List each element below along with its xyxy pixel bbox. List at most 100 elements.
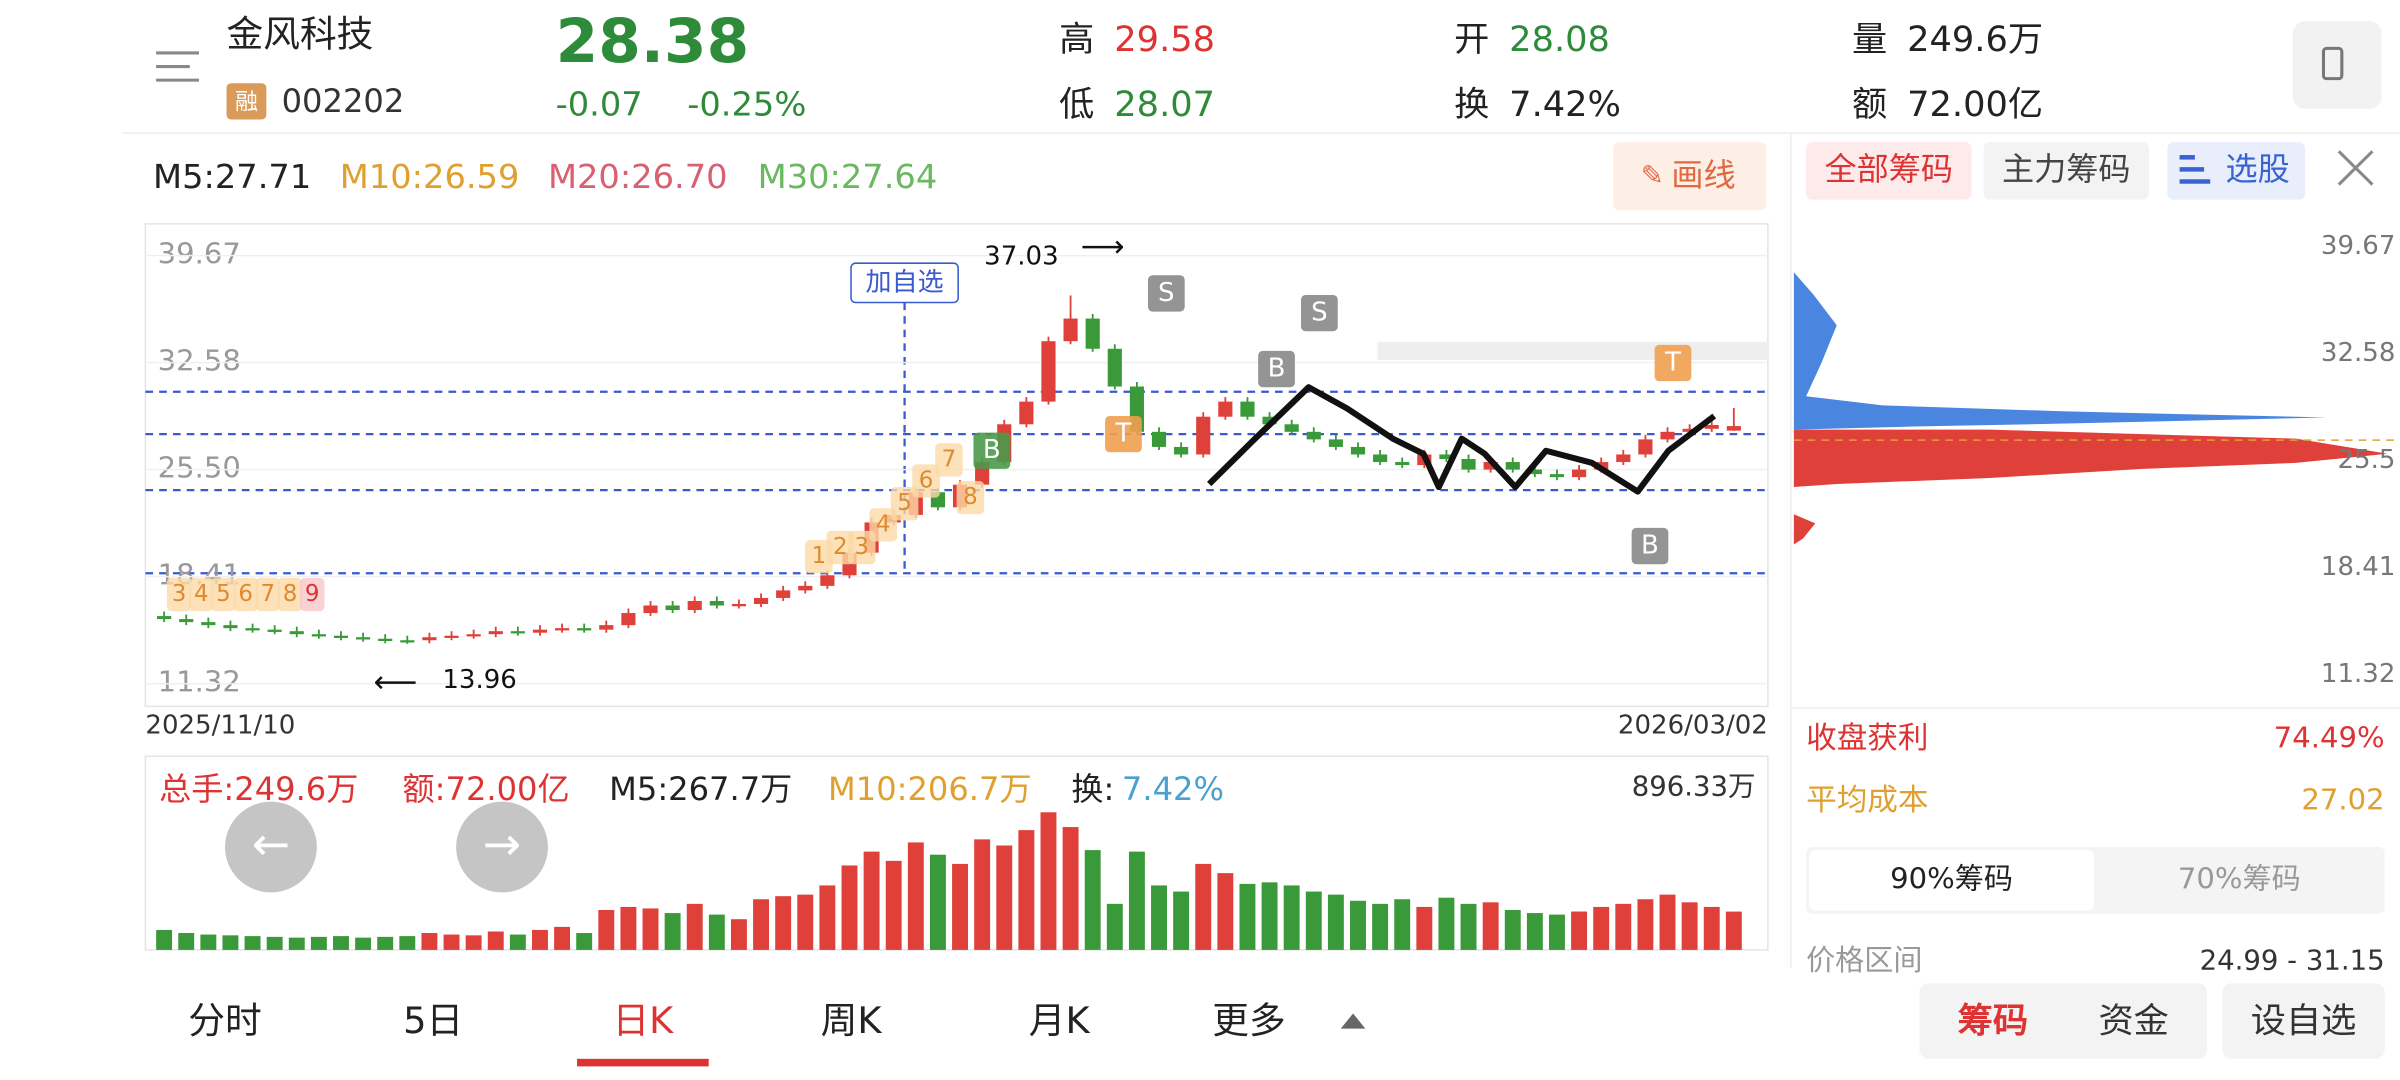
candle-body: [1063, 318, 1078, 342]
candle-body: [245, 628, 260, 631]
candle-body: [665, 605, 680, 611]
hand-drawn-line: [1207, 384, 1717, 495]
volume-bar: [1394, 899, 1411, 950]
candle-body: [289, 631, 304, 635]
candle-body: [1174, 446, 1189, 455]
stock-name: 金风科技: [227, 13, 374, 56]
volume-bar: [1106, 903, 1123, 950]
volume-amount: 额:72.00亿: [403, 770, 570, 808]
label: 开: [1454, 20, 1489, 60]
seq-bg: [826, 530, 855, 565]
volume-bar: [1283, 885, 1300, 950]
candle-body: [378, 638, 393, 641]
stat-label: 价格区间: [1806, 943, 1922, 977]
seq-label: 3: [854, 534, 869, 560]
switch-label: 90%筹码: [1890, 861, 2013, 895]
date-end: 2026/03/02: [1618, 711, 1768, 741]
tab[interactable]: 5日: [403, 999, 463, 1042]
candle-body: [1704, 425, 1719, 429]
chip-tab[interactable]: [2167, 142, 2306, 200]
seq-label: 2: [833, 534, 848, 560]
volume-bar: [576, 933, 593, 950]
volume-bar: [1615, 903, 1632, 950]
candle-body: [1107, 348, 1122, 387]
tab[interactable]: 周K: [821, 999, 883, 1042]
seq-bg: [255, 577, 281, 612]
candle-body: [532, 629, 548, 633]
tab-active[interactable]: 日K: [612, 999, 674, 1042]
volume-bar: [620, 906, 637, 950]
menu-icon[interactable]: [156, 51, 199, 82]
watch-label: 加自选: [866, 267, 944, 297]
candle-body: [621, 613, 636, 626]
draw-label: 画线: [1671, 156, 1735, 194]
bottom-button[interactable]: 筹码: [1958, 1002, 2028, 1042]
candle-body: [1019, 401, 1034, 425]
value: 28.07: [1114, 85, 1215, 125]
signal-bg: [1301, 294, 1338, 332]
tab[interactable]: 月K: [1029, 999, 1091, 1042]
seq-bg: [890, 487, 919, 521]
volume-bar: [509, 934, 526, 950]
chip-tab[interactable]: [1983, 142, 2149, 200]
seq-bg: [277, 577, 303, 612]
signal-bg: [1105, 415, 1142, 453]
volume-plot: [156, 812, 1742, 950]
candle-body: [201, 622, 216, 626]
candle-body: [179, 619, 194, 623]
signal-bg: [1631, 527, 1669, 565]
volume-bar: [664, 913, 681, 950]
volume-bar: [377, 936, 394, 950]
value: 28.08: [1509, 20, 1610, 60]
watch-tag[interactable]: [850, 262, 959, 304]
chip-axis: 39.67 32.58 25.5 18.41 11.32: [2321, 231, 2395, 689]
volume-bar: [1128, 851, 1145, 950]
volume-m10: M10:206.7万: [828, 770, 1032, 808]
prev-button[interactable]: [225, 801, 317, 893]
candle-body: [555, 628, 570, 631]
watch-button[interactable]: [2222, 983, 2385, 1059]
chip-switch-90[interactable]: [1809, 850, 2094, 911]
tab[interactable]: 更多: [1212, 999, 1285, 1042]
seq-bg: [869, 508, 897, 542]
candle-body: [1350, 446, 1366, 455]
seq-bg: [300, 577, 325, 612]
seq-bg: [233, 577, 258, 612]
price-frame: [144, 223, 1769, 708]
volume-bar: [1725, 911, 1742, 950]
candle-body: [1505, 462, 1520, 470]
volume-bar: [885, 860, 902, 950]
candle-body: [1660, 431, 1675, 440]
candle-body: [400, 640, 415, 643]
close-button[interactable]: [2337, 150, 2374, 186]
chip-small: [1793, 514, 1816, 545]
candle-body: [1483, 462, 1498, 470]
volume-bar: [1195, 863, 1212, 950]
arrow: ⟶: [1081, 230, 1125, 265]
stat-value: 27.02: [2301, 783, 2384, 817]
pen-icon: ✎: [1641, 161, 1664, 192]
seq-label: 4: [194, 581, 209, 607]
volume-bar: [863, 851, 880, 950]
candle-body: [422, 637, 437, 641]
volume-bar: [1018, 830, 1035, 950]
next-button[interactable]: [456, 801, 548, 893]
switch-label[interactable]: 70%筹码: [2178, 861, 2301, 895]
candle-body: [798, 585, 813, 591]
seq-bg: [805, 540, 833, 574]
draw-button[interactable]: [1613, 142, 1767, 211]
signal-bg: [1654, 344, 1692, 382]
candle-body: [1395, 462, 1410, 466]
candle-body: [731, 603, 747, 607]
volume-bar: [996, 845, 1013, 950]
volume-bar: [753, 899, 770, 950]
seq-label: 7: [261, 581, 276, 607]
chip-loss-shape: [1793, 429, 2388, 488]
chip-tab[interactable]: [1806, 142, 1972, 200]
rotate-button[interactable]: [2292, 21, 2382, 109]
bottom-button[interactable]: 资金: [2098, 1002, 2168, 1042]
candle-body: [709, 600, 724, 606]
level-lines: [145, 302, 1768, 575]
tab[interactable]: 分时: [188, 999, 261, 1042]
